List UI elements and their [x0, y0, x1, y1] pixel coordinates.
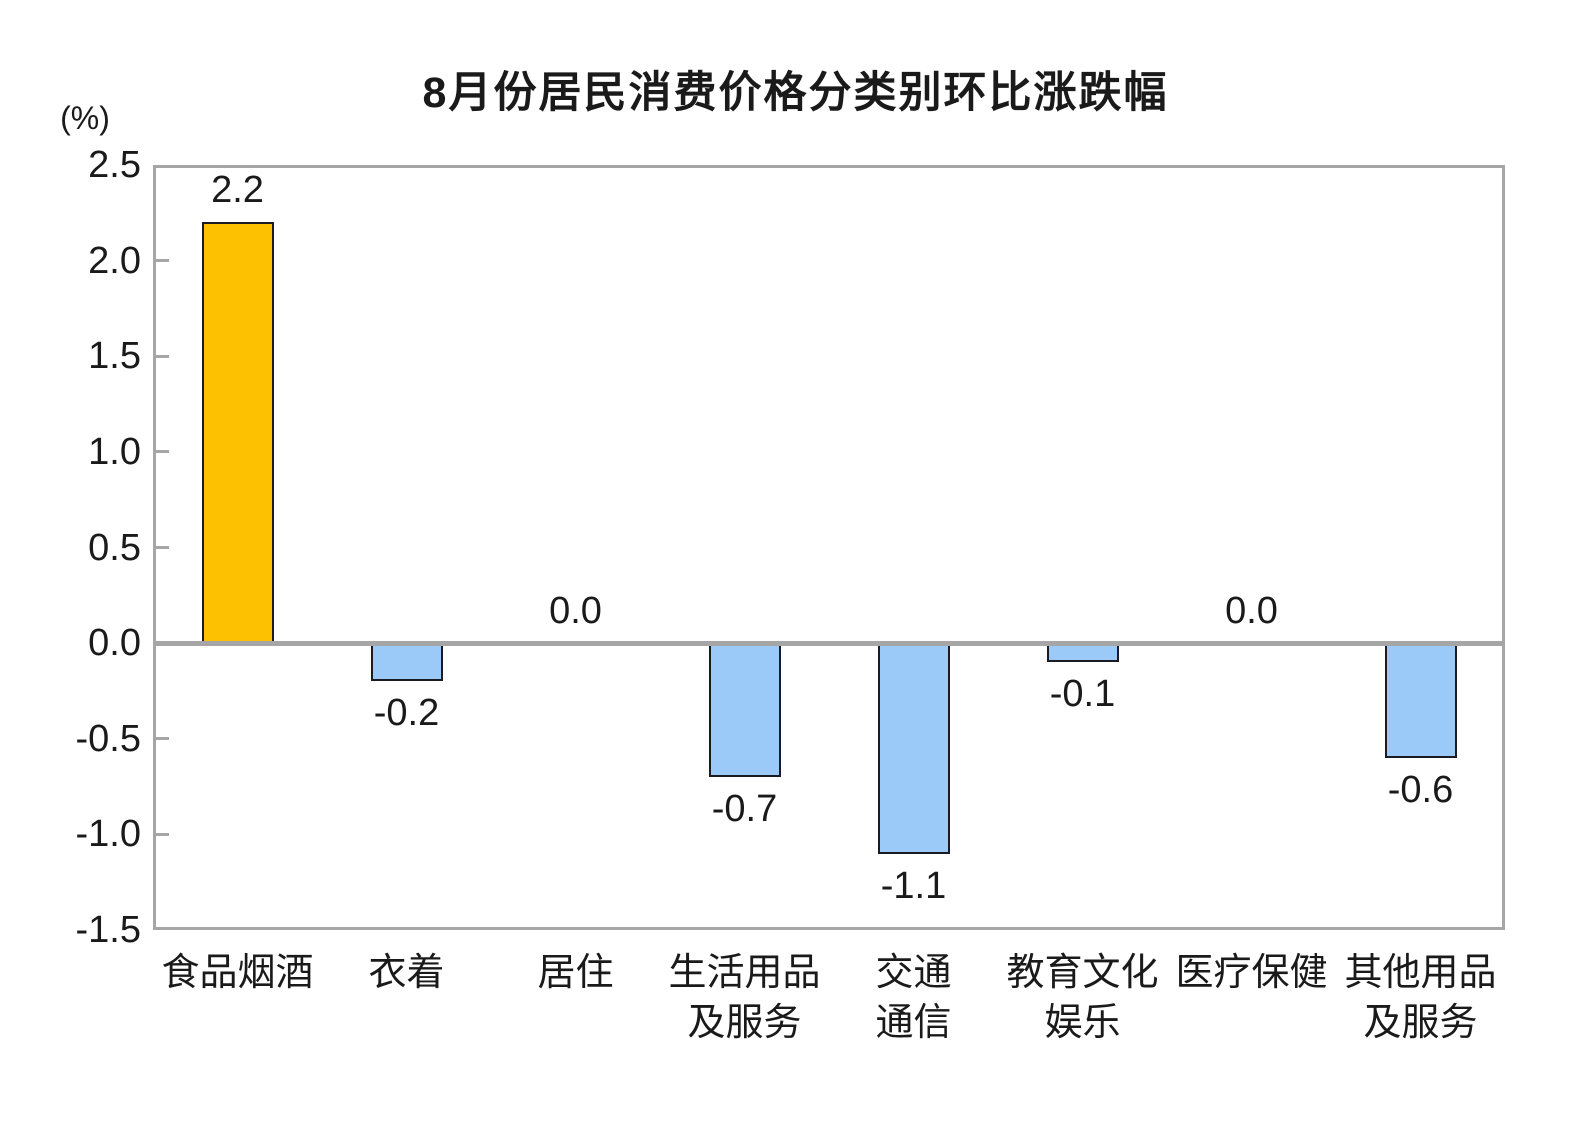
y-axis-tick-mark: [153, 546, 169, 549]
bar: [370, 643, 443, 682]
bar-value-label: -0.2: [373, 692, 440, 735]
bar-value-label: -0.7: [711, 788, 778, 830]
y-axis-tick-mark: [153, 354, 169, 358]
y-axis-tick-label: -1.5: [75, 909, 141, 951]
bar-value-label: 0.0: [549, 590, 602, 633]
bar: [1384, 643, 1457, 758]
category-label: 教育文化 娱乐: [1006, 952, 1159, 1044]
bar: [708, 643, 781, 777]
y-axis-tick-label: 2.5: [88, 144, 141, 186]
bar-value-label: 0.0: [1225, 590, 1278, 633]
bar: [1046, 643, 1119, 663]
y-axis-tick-mark: [153, 737, 169, 741]
bar-value-label: 2.2: [211, 169, 264, 212]
y-axis-unit-label: (%): [60, 100, 110, 136]
zero-baseline: [153, 640, 1505, 646]
y-axis-tick-label: 0.5: [88, 526, 141, 569]
y-axis-tick-label: 2.0: [88, 239, 141, 282]
y-axis-tick-label: 1.5: [88, 335, 141, 378]
y-axis-tick-mark: [153, 259, 169, 263]
category-label: 食品烟酒: [161, 952, 314, 994]
bar-value-label: -1.1: [880, 864, 947, 907]
y-axis-tick-mark: [153, 450, 169, 454]
category-label: 其他用品 及服务: [1344, 952, 1497, 1044]
category-label: 居住: [537, 952, 614, 994]
bar: [877, 643, 950, 854]
category-label: 衣着: [368, 952, 445, 994]
y-axis-tick-label: 0.0: [88, 622, 141, 665]
y-axis-tick-label: 1.0: [88, 430, 141, 473]
bar-value-label: -0.1: [1049, 673, 1116, 716]
bar-value-label: -0.6: [1387, 768, 1454, 811]
y-axis-tick-label: -1.0: [75, 813, 141, 856]
category-label: 生活用品 及服务: [668, 952, 821, 1044]
bar: [201, 222, 274, 644]
chart-title: 8月份居民消费价格分类别环比涨跌幅: [422, 69, 1169, 117]
category-label: 医疗保健: [1175, 952, 1328, 994]
category-label: 交通 通信: [875, 952, 952, 1044]
y-axis-tick-label: -0.5: [75, 717, 141, 760]
y-axis-tick-mark: [153, 832, 169, 836]
